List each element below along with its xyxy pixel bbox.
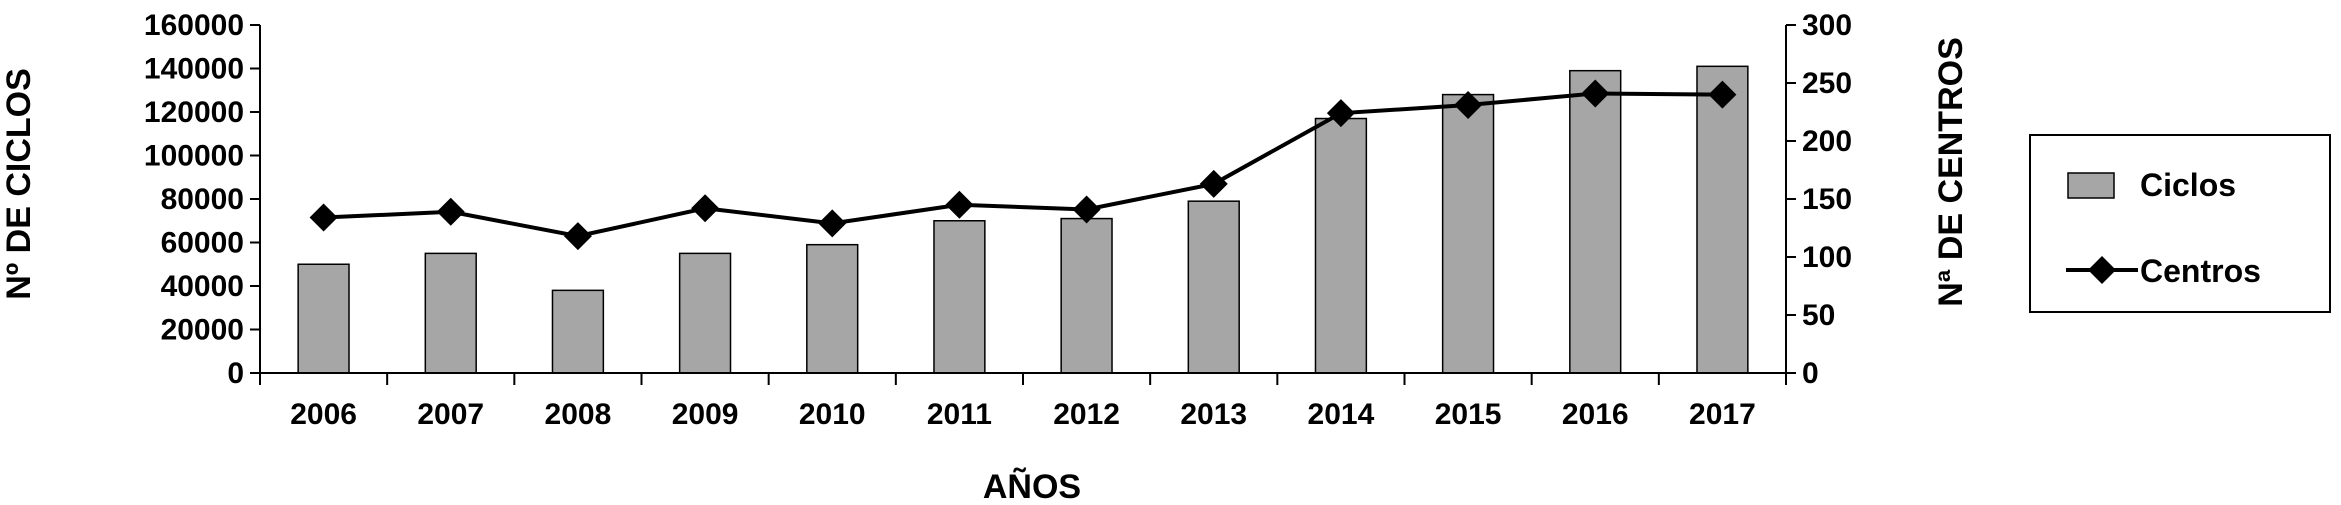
y-axis-right-title: Nª DE CENTROS	[1932, 37, 1970, 307]
bar-ciclos-2011	[933, 220, 986, 374]
point-centros-2006	[309, 203, 338, 232]
point-centros-2009	[691, 194, 720, 223]
point-centros-2011	[945, 190, 974, 219]
x-tick-label-2011: 2011	[927, 398, 992, 431]
y-right-tick-label-50: 50	[1802, 299, 1835, 332]
bar-ciclos-2015	[1441, 93, 1495, 374]
bar-ciclos-2008	[551, 289, 605, 374]
y-left-tick-label-0: 0	[227, 357, 244, 390]
legend-label-ciclos: Ciclos	[2140, 167, 2236, 203]
x-tick-label-2015: 2015	[1435, 398, 1502, 431]
x-tick-label-2007: 2007	[417, 398, 484, 431]
legend-marker-centros	[2088, 256, 2116, 284]
y-left-tick-label-60000: 60000	[161, 227, 244, 260]
point-centros-2017	[1708, 80, 1737, 109]
y-right-tick-label-150: 150	[1802, 183, 1852, 216]
y-right-tick-label-100: 100	[1802, 241, 1852, 274]
legend-box	[2029, 134, 2331, 313]
bar-ciclos-2006	[297, 263, 350, 374]
x-axis-title: AÑOS	[983, 468, 1081, 505]
bar-ciclos-2009	[678, 252, 732, 374]
point-centros-2015	[1454, 91, 1483, 120]
y-left-tick-label-40000: 40000	[161, 270, 244, 303]
bars-layer	[297, 65, 1749, 374]
point-centros-2016	[1581, 79, 1610, 108]
x-tick-label-2016: 2016	[1562, 398, 1629, 431]
point-centros-2008	[563, 222, 592, 251]
x-tick-label-2017: 2017	[1689, 398, 1756, 431]
y-left-tick-label-100000: 100000	[144, 140, 244, 173]
x-tick-label-2009: 2009	[672, 398, 739, 431]
x-tick-label-2013: 2013	[1180, 398, 1247, 431]
y-right-tick-label-200: 200	[1802, 125, 1852, 158]
point-centros-2012	[1072, 195, 1101, 224]
point-centros-2007	[436, 197, 465, 226]
y-right-tick-label-300: 300	[1802, 9, 1852, 42]
bar-ciclos-2016	[1569, 69, 1622, 374]
y-axis-left-title: Nº DE CICLOS	[0, 68, 38, 300]
line-centros	[323, 91, 1723, 239]
x-tick-label-2014: 2014	[1308, 398, 1375, 431]
legend-label-centros: Centros	[2140, 253, 2261, 289]
y-left-tick-label-160000: 160000	[144, 9, 244, 42]
bar-ciclos-2017	[1696, 65, 1749, 374]
point-centros-2010	[818, 209, 847, 238]
y-right-tick-label-250: 250	[1802, 67, 1852, 100]
y-left-tick-label-80000: 80000	[161, 183, 244, 216]
x-tick-label-2006: 2006	[290, 398, 357, 431]
legend: Ciclos Centros	[2029, 134, 2331, 313]
y-left-tick-label-140000: 140000	[144, 53, 244, 86]
y-left-tick-label-120000: 120000	[144, 96, 244, 129]
x-tick-label-2008: 2008	[545, 398, 612, 431]
line-layer	[309, 79, 1737, 251]
bar-ciclos-2010	[806, 243, 859, 374]
bar-ciclos-2014	[1314, 117, 1368, 374]
ticks-layer: 0 20000 40000 60000 80000 100000 120000 140000 1…	[144, 9, 1852, 431]
point-centros-2014	[1326, 99, 1355, 128]
x-tick-label-2012: 2012	[1053, 398, 1120, 431]
x-tick-label-2010: 2010	[799, 398, 866, 431]
point-centros-2013	[1199, 169, 1228, 198]
y-left-tick-label-20000: 20000	[161, 314, 244, 347]
plot-area: 0 20000 40000 60000 80000 100000 120000 140000 1…	[144, 9, 1852, 431]
bar-ciclos-2007	[424, 252, 477, 374]
y-right-tick-label-0: 0	[1802, 357, 1819, 390]
legend-swatch-ciclos	[2067, 172, 2115, 199]
bar-ciclos-2012	[1060, 217, 1113, 374]
bar-ciclos-2013	[1187, 200, 1240, 374]
axes-layer	[250, 24, 1796, 385]
